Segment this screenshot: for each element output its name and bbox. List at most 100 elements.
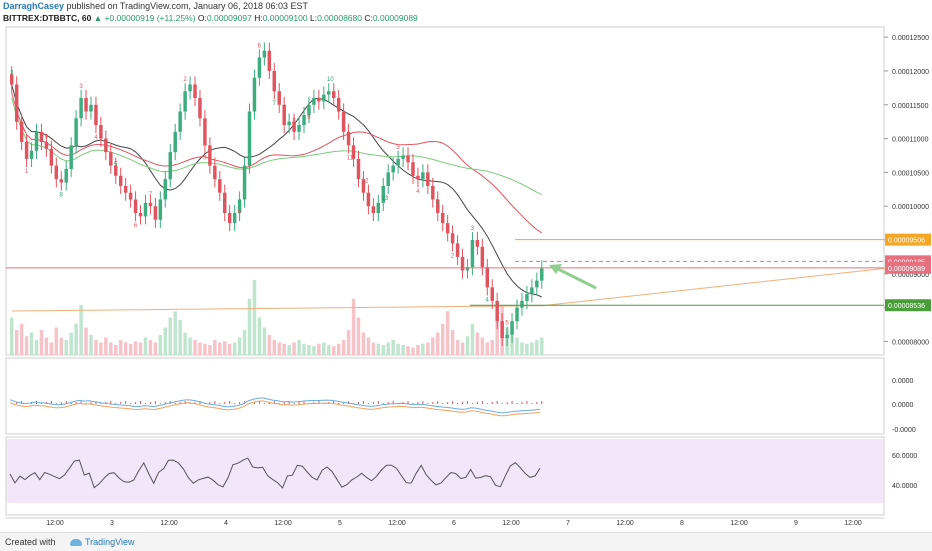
- tradingview-label: TradingView: [85, 537, 135, 547]
- candle-body: [307, 104, 311, 115]
- change-value: ▲ +0.00000919 (+11.25%): [93, 13, 196, 23]
- volume-bar: [24, 336, 29, 355]
- open-label: O:: [197, 13, 207, 23]
- candle-body: [227, 212, 232, 224]
- price-marker-tag: [885, 299, 931, 312]
- volume-bar: [307, 345, 311, 355]
- price-axis-label: 0.00008000: [892, 339, 929, 346]
- candle-body: [203, 118, 207, 146]
- candle-body: [465, 267, 470, 271]
- volume-bar: [252, 280, 257, 355]
- candle-body: [24, 141, 29, 159]
- volume-bar: [123, 342, 128, 355]
- candle-count-label: 4: [223, 199, 227, 205]
- volume-bar: [361, 332, 366, 355]
- candle-body: [188, 84, 192, 92]
- volume-bar: [495, 317, 499, 355]
- price-marker-tag: [885, 261, 931, 274]
- candle-body: [431, 185, 435, 200]
- candle-body: [208, 145, 212, 166]
- candle-count-label: 8: [60, 193, 64, 199]
- volume-bar: [455, 340, 460, 355]
- volume-bar: [351, 298, 356, 355]
- candle-body: [178, 111, 182, 132]
- volume-bar: [148, 340, 153, 355]
- symbol-ohlc-bar: BITTREX:DTBBTC, 60 ▲ +0.00000919 (+11.25…: [3, 13, 418, 23]
- candle-body: [14, 84, 19, 122]
- candle-body: [218, 179, 222, 193]
- volume-bar: [29, 332, 34, 355]
- candle-body: [29, 150, 34, 159]
- volume-bar: [525, 343, 529, 355]
- volume-bar: [74, 323, 78, 355]
- time-axis-label: 12:00: [46, 520, 64, 527]
- price-chart[interactable]: 0.00012500 0.00012000 0.00011500 0.00011000…: [0, 0, 932, 532]
- volume-bar: [128, 343, 133, 355]
- volume-bar: [465, 336, 470, 355]
- candle-body: [168, 152, 172, 180]
- volume-bar: [19, 323, 24, 355]
- candle-body: [500, 321, 504, 339]
- candle-body: [495, 300, 499, 322]
- volume-bar: [302, 343, 306, 355]
- volume-bar: [421, 343, 425, 355]
- volume-bar: [341, 340, 346, 355]
- candle-body: [386, 172, 390, 186]
- candle-count-label: 6: [134, 223, 138, 229]
- volume-bar: [223, 341, 227, 355]
- candle-body: [475, 240, 480, 247]
- candle-body: [193, 84, 197, 99]
- candle-body: [104, 138, 108, 153]
- candle-body: [277, 91, 281, 105]
- candle-count-label: 2: [451, 253, 455, 259]
- candle-count-label: 12: [362, 179, 369, 185]
- candle-count-label: 1: [169, 162, 173, 168]
- candle-count-label: 4: [486, 297, 490, 303]
- ma-red-line: [11, 92, 543, 234]
- symbol-label: BITTREX:DTBBTC, 60: [3, 13, 92, 23]
- candle-count-label: 11: [347, 155, 354, 161]
- candle-body: [223, 192, 227, 213]
- open-value: 0.00009097: [206, 13, 252, 23]
- candle-body: [505, 334, 509, 339]
- candle-body: [490, 287, 494, 301]
- ma-black-line: [11, 84, 542, 298]
- volume-bar: [272, 340, 277, 355]
- candle-body: [237, 199, 242, 213]
- volume-bar: [99, 342, 103, 355]
- candle-count-label: 4: [416, 189, 420, 195]
- volume-bar: [297, 340, 301, 355]
- volume-bar: [163, 327, 168, 355]
- volume-bar: [10, 317, 14, 355]
- candle-body: [297, 125, 301, 132]
- volume-bar: [386, 342, 390, 355]
- volume-bar: [406, 346, 410, 355]
- volume-bar: [322, 342, 326, 355]
- candle-body: [376, 202, 381, 213]
- volume-bar: [69, 332, 73, 355]
- author-link[interactable]: DarraghCasey: [3, 1, 65, 11]
- candle-body: [198, 98, 202, 119]
- volume-bar: [485, 342, 490, 355]
- time-axis-label: 12:00: [844, 520, 862, 527]
- volume-bar: [515, 337, 519, 355]
- time-axis-label: 4: [224, 520, 228, 527]
- volume-bar: [287, 345, 291, 355]
- candle-body: [128, 192, 133, 200]
- candle-body: [322, 94, 326, 102]
- candle-body: [535, 280, 539, 288]
- candle-body: [336, 98, 341, 112]
- close-label: C:: [364, 13, 373, 23]
- candle-body: [143, 202, 148, 217]
- candle-count-label: 7: [149, 192, 153, 198]
- close-value: 0.00009089: [372, 13, 418, 23]
- candle-body: [232, 212, 237, 224]
- tradingview-brand[interactable]: TradingView: [70, 537, 135, 547]
- macd-signal-line: [9, 400, 541, 417]
- time-axis-label: 12:00: [730, 520, 748, 527]
- volume-bar: [104, 337, 108, 355]
- candle-body: [99, 125, 103, 139]
- candle-body: [416, 175, 420, 180]
- candle-body: [262, 50, 267, 58]
